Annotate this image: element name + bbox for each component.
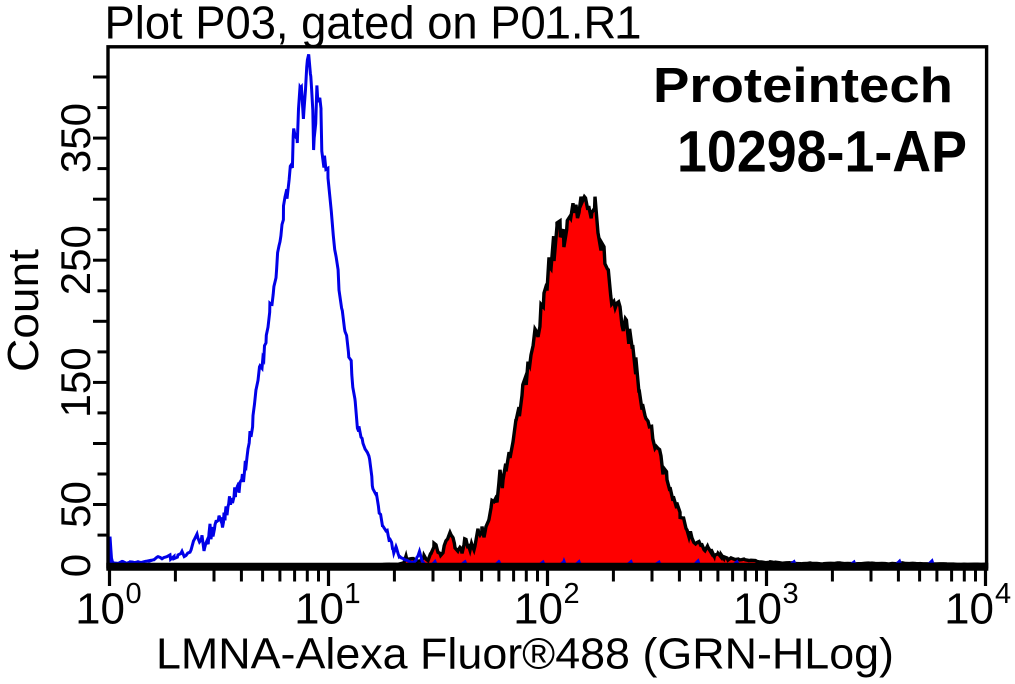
svg-text:10: 10: [76, 585, 125, 634]
svg-text:50: 50: [52, 481, 99, 528]
svg-text:10: 10: [733, 585, 782, 634]
svg-text:0: 0: [52, 554, 99, 577]
svg-text:0: 0: [126, 578, 142, 610]
svg-text:3: 3: [783, 578, 799, 610]
svg-text:350: 350: [52, 103, 99, 173]
svg-text:10: 10: [295, 585, 344, 634]
svg-text:1: 1: [345, 578, 361, 610]
svg-text:Proteintech: Proteintech: [653, 59, 953, 113]
svg-text:10298-1-AP: 10298-1-AP: [677, 120, 967, 185]
svg-text:Count: Count: [0, 249, 48, 372]
svg-text:150: 150: [52, 347, 99, 417]
svg-text:LMNA-Alexa Fluor®488 (GRN-HLog: LMNA-Alexa Fluor®488 (GRN-HLog): [156, 630, 894, 679]
svg-text:4: 4: [995, 578, 1011, 610]
svg-text:10: 10: [945, 585, 994, 634]
svg-text:Plot P03, gated on P01.R1: Plot P03, gated on P01.R1: [105, 0, 642, 49]
svg-text:2: 2: [564, 578, 580, 610]
svg-text:10: 10: [514, 585, 563, 634]
svg-text:250: 250: [52, 225, 99, 295]
